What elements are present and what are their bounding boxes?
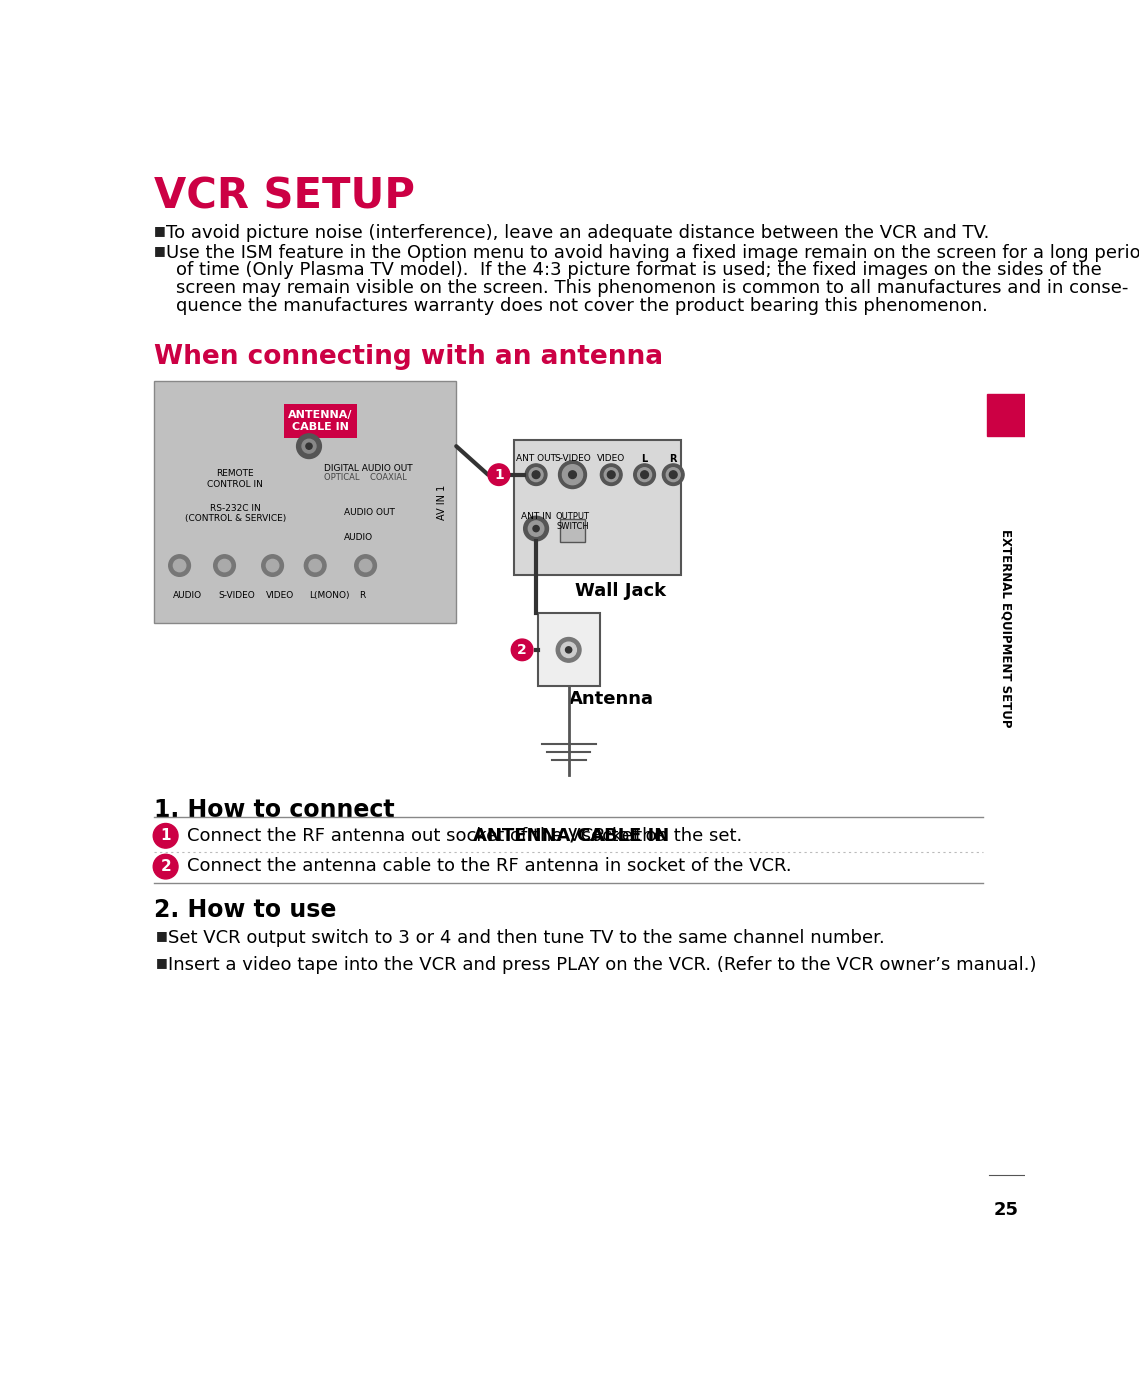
Circle shape: [605, 468, 618, 482]
Bar: [988, 394, 1025, 436]
Text: ■: ■: [154, 243, 166, 257]
Circle shape: [638, 468, 652, 482]
Bar: [515, 440, 681, 575]
Text: S-VIDEO: S-VIDEO: [219, 590, 255, 600]
Text: Connect the antenna cable to the RF antenna in socket of the VCR.: Connect the antenna cable to the RF ante…: [187, 857, 792, 875]
Text: VIDEO: VIDEO: [267, 590, 295, 600]
Text: ■: ■: [156, 956, 169, 970]
Text: AUDIO OUT: AUDIO OUT: [344, 508, 395, 517]
Text: socket on the set.: socket on the set.: [576, 826, 743, 845]
Circle shape: [663, 464, 685, 486]
Circle shape: [154, 824, 178, 849]
Text: Antenna: Antenna: [568, 690, 654, 708]
Text: 2: 2: [517, 643, 527, 657]
Text: EXTERNAL EQUIPMENT SETUP: EXTERNAL EQUIPMENT SETUP: [1000, 529, 1013, 728]
Circle shape: [169, 554, 190, 576]
Text: ANT IN: ANT IN: [521, 511, 551, 521]
Text: To avoid picture noise (interference), leave an adequate distance between the VC: To avoid picture noise (interference), l…: [165, 225, 989, 243]
Circle shape: [560, 642, 576, 657]
Circle shape: [262, 554, 284, 576]
Text: 2: 2: [161, 860, 171, 874]
Circle shape: [511, 639, 533, 661]
Circle shape: [354, 554, 376, 576]
Circle shape: [219, 560, 231, 572]
Text: ■: ■: [154, 225, 166, 238]
Text: AV IN 1: AV IN 1: [437, 485, 448, 519]
Text: 1: 1: [494, 468, 503, 482]
Circle shape: [633, 464, 655, 486]
Text: screen may remain visible on the screen. This phenomenon is common to all manufa: screen may remain visible on the screen.…: [177, 279, 1129, 297]
Text: quence the manufactures warranty does not cover the product bearing this phenome: quence the manufactures warranty does no…: [177, 297, 989, 315]
Text: DIGITAL AUDIO OUT: DIGITAL AUDIO OUT: [325, 464, 413, 472]
Circle shape: [360, 560, 371, 572]
Text: S-VIDEO: S-VIDEO: [555, 454, 591, 463]
Text: R: R: [670, 454, 677, 464]
Circle shape: [302, 439, 316, 453]
Text: OPTICAL    COAXIAL: OPTICAL COAXIAL: [325, 474, 408, 482]
Text: Set VCR output switch to 3 or 4 and then tune TV to the same channel number.: Set VCR output switch to 3 or 4 and then…: [167, 929, 885, 947]
Text: Insert a video tape into the VCR and press PLAY on the VCR. (Refer to the VCR ow: Insert a video tape into the VCR and pre…: [167, 956, 1036, 974]
Text: 1. How to connect: 1. How to connect: [154, 799, 394, 822]
Text: When connecting with an antenna: When connecting with an antenna: [154, 344, 663, 369]
Bar: [538, 614, 599, 686]
Circle shape: [533, 525, 539, 532]
Circle shape: [528, 521, 543, 536]
Circle shape: [532, 471, 540, 479]
Circle shape: [558, 461, 587, 489]
Text: L: L: [641, 454, 648, 464]
Text: ANT OUT: ANT OUT: [516, 454, 556, 463]
Circle shape: [296, 433, 321, 458]
Bar: [560, 519, 585, 543]
Text: Connect the RF antenna out socket of the VCR to the: Connect the RF antenna out socket of the…: [187, 826, 671, 845]
Text: OUTPUT
SWITCH: OUTPUT SWITCH: [556, 511, 590, 531]
Circle shape: [487, 464, 510, 486]
Text: R: R: [360, 590, 366, 600]
Circle shape: [173, 560, 186, 572]
Circle shape: [568, 471, 576, 479]
Text: AUDIO: AUDIO: [344, 533, 372, 542]
Text: REMOTE
CONTROL IN: REMOTE CONTROL IN: [207, 469, 263, 489]
Text: VCR SETUP: VCR SETUP: [154, 176, 415, 218]
Text: RS-232C IN
(CONTROL & SERVICE): RS-232C IN (CONTROL & SERVICE): [185, 504, 286, 524]
Circle shape: [641, 471, 648, 479]
Circle shape: [566, 647, 572, 653]
Text: 1: 1: [161, 828, 171, 843]
Circle shape: [530, 468, 543, 482]
Text: L(MONO): L(MONO): [309, 590, 350, 600]
Circle shape: [525, 464, 547, 486]
Circle shape: [600, 464, 622, 486]
Circle shape: [670, 471, 677, 479]
Circle shape: [524, 517, 549, 540]
Bar: [154, 381, 457, 624]
Circle shape: [267, 560, 279, 572]
Circle shape: [563, 465, 582, 485]
Text: 25: 25: [993, 1201, 1018, 1220]
Circle shape: [309, 560, 321, 572]
Circle shape: [306, 443, 312, 449]
Circle shape: [556, 638, 581, 663]
Text: ANTENNA/CABLE IN: ANTENNA/CABLE IN: [474, 826, 670, 845]
Text: Wall Jack: Wall Jack: [575, 582, 666, 600]
Circle shape: [666, 468, 680, 482]
Text: 2. How to use: 2. How to use: [154, 899, 336, 922]
Circle shape: [304, 554, 326, 576]
Text: AUDIO: AUDIO: [173, 590, 203, 600]
Circle shape: [154, 854, 178, 879]
Text: VIDEO: VIDEO: [597, 454, 625, 463]
Text: of time (Only Plasma TV model).  If the 4:3 picture format is used; the fixed im: of time (Only Plasma TV model). If the 4…: [177, 261, 1103, 279]
Bar: [284, 404, 358, 439]
Text: ANTENNA/
CABLE IN: ANTENNA/ CABLE IN: [288, 410, 353, 432]
Text: ■: ■: [156, 929, 169, 942]
Circle shape: [214, 554, 236, 576]
Circle shape: [607, 471, 615, 479]
Text: Use the ISM feature in the Option menu to avoid having a fixed image remain on t: Use the ISM feature in the Option menu t…: [165, 243, 1139, 261]
